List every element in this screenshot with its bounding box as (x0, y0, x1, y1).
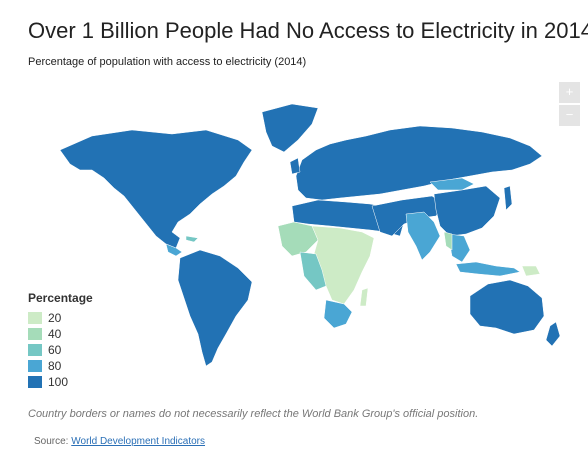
legend-label: 40 (48, 327, 62, 341)
legend-swatch (28, 328, 42, 340)
papua-new-guinea[interactable] (521, 265, 541, 277)
madagascar[interactable] (359, 287, 369, 307)
source-link[interactable]: World Development Indicators (71, 436, 206, 447)
legend-item: 20 (28, 310, 93, 326)
central-america[interactable] (165, 243, 183, 257)
myanmar[interactable] (443, 231, 453, 251)
caribbean[interactable] (185, 235, 199, 243)
legend-label: 100 (48, 375, 69, 389)
south-asia[interactable] (405, 211, 441, 261)
zoom-controls: + − (559, 82, 580, 128)
africa-west[interactable] (277, 221, 319, 257)
legend-item: 40 (28, 326, 93, 342)
legend-title: Percentage (28, 291, 93, 305)
legend-swatch (28, 376, 42, 388)
source-line: Source: World Development Indicators (34, 436, 205, 447)
europe-russia[interactable] (295, 125, 543, 201)
legend-label: 80 (48, 359, 62, 373)
new-zealand[interactable] (545, 321, 561, 347)
chart-title: Over 1 Billion People Had No Access to E… (28, 18, 588, 43)
greenland[interactable] (261, 103, 319, 153)
chart-subtitle: Percentage of population with access to … (28, 56, 307, 68)
legend-swatch (28, 312, 42, 324)
southeast-asia[interactable] (447, 233, 471, 263)
uk[interactable] (289, 157, 301, 175)
legend-item: 80 (28, 358, 93, 374)
south-america[interactable] (177, 249, 253, 367)
southern-africa[interactable] (323, 299, 353, 329)
africa-mixed[interactable] (299, 251, 327, 291)
zoom-in-button[interactable]: + (559, 82, 580, 103)
indonesia[interactable] (455, 261, 521, 277)
source-prefix: Source: (34, 436, 69, 447)
legend-item: 100 (28, 374, 93, 390)
legend-swatch (28, 360, 42, 372)
legend: Percentage 20 40 60 80 100 (28, 291, 93, 390)
legend-swatch (28, 344, 42, 356)
japan[interactable] (503, 185, 513, 211)
legend-label: 60 (48, 343, 62, 357)
legend-item: 60 (28, 342, 93, 358)
mongolia[interactable] (429, 177, 475, 191)
north-america[interactable] (59, 129, 253, 249)
australia[interactable] (469, 279, 545, 335)
legend-label: 20 (48, 311, 62, 325)
zoom-out-button[interactable]: − (559, 105, 580, 126)
east-asia[interactable] (433, 185, 501, 237)
disclaimer: Country borders or names do not necessar… (28, 408, 479, 420)
